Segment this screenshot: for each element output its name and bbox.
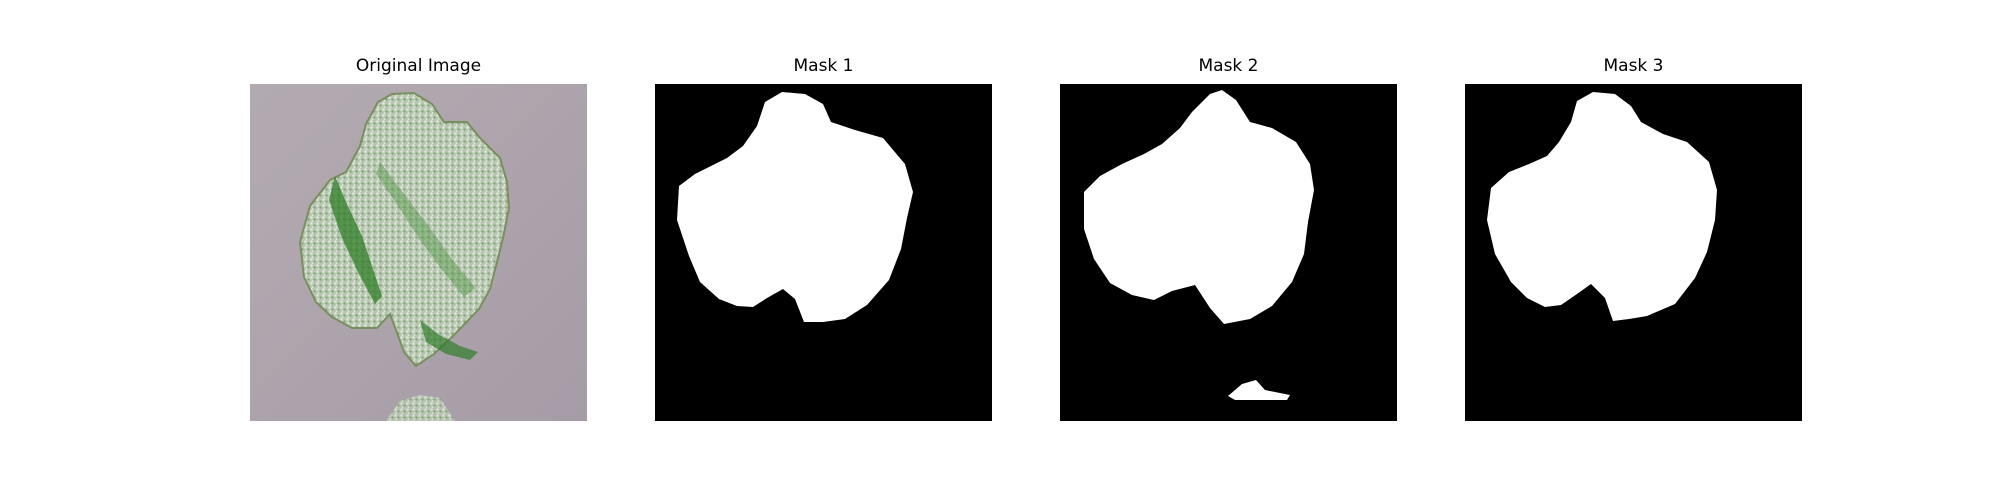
mask-1-image — [655, 84, 992, 421]
mask-2-lower-region — [1228, 380, 1290, 400]
panel-title-mask-2: Mask 2 — [1198, 56, 1259, 76]
mask-1-foreground — [677, 92, 913, 322]
leaf-vein-lower-band — [420, 320, 478, 360]
mask-3-panel — [1465, 84, 1802, 421]
panel-title-mask-3: Mask 3 — [1603, 56, 1664, 76]
original-image-panel — [250, 84, 587, 421]
panel-title-mask-1: Mask 1 — [793, 56, 854, 76]
mask-2-foreground — [1084, 90, 1314, 324]
mask-2-panel — [1060, 84, 1397, 421]
original-leaf-photo — [250, 84, 587, 421]
leaf-shape — [298, 91, 511, 368]
leaf-vein-dark-band — [329, 176, 382, 304]
mask-2-image — [1060, 84, 1397, 421]
mask-3-image — [1465, 84, 1802, 421]
partial-lower-leaf — [386, 395, 455, 421]
mask-3-foreground — [1487, 92, 1717, 321]
mask-1-panel — [655, 84, 992, 421]
panel-title-original: Original Image — [355, 56, 482, 76]
leaf-vein-middle-band — [376, 162, 476, 297]
